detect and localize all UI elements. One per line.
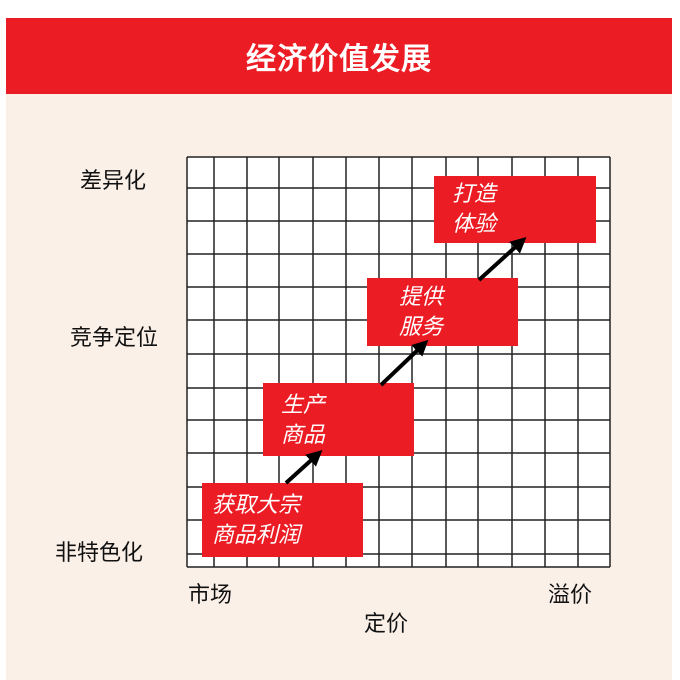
stage-line: 生产 [281, 393, 326, 418]
stage-services: 提供 服务 [367, 278, 518, 346]
stage-line: 商品利润 [212, 523, 301, 548]
y-label-bottom: 非特色化 [55, 541, 144, 566]
stage-line: 获取大宗 [212, 493, 301, 518]
x-label-right: 溢价 [548, 583, 593, 608]
x-label-left: 市场 [188, 583, 233, 608]
x-axis-title: 定价 [364, 612, 409, 637]
page-title: 经济价值发展 [6, 18, 672, 94]
stage-goods: 生产 商品 [263, 383, 414, 456]
stage-line: 打造 [452, 182, 497, 207]
stage-line: 提供 [399, 285, 444, 310]
stage-line: 服务 [399, 315, 444, 340]
stage-line: 体验 [452, 212, 497, 237]
stage-experience: 打造 体验 [434, 176, 596, 243]
y-label-mid: 竞争定位 [70, 326, 159, 351]
stage-line: 商品 [281, 423, 326, 448]
stage-commodities: 获取大宗 商品利润 [202, 483, 363, 557]
y-label-top: 差异化 [80, 169, 147, 194]
